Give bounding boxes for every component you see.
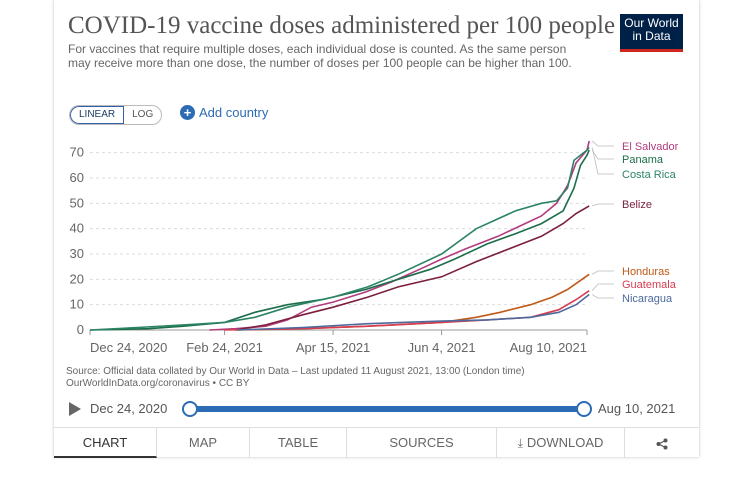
y-tick-label: 10 — [70, 297, 84, 312]
series-line — [237, 293, 590, 331]
series-label: El Salvador — [622, 141, 679, 153]
log-scale-button[interactable]: LOG — [132, 109, 154, 120]
tab-bar: CHART MAP TABLE SOURCES ⤓ DOWNLOAD — [54, 427, 699, 458]
source-line-2[interactable]: OurWorldInData.org/coronavirus • CC BY — [66, 378, 250, 389]
series-label: Guatemala — [622, 279, 677, 291]
owid-logo[interactable]: Our World in Data — [620, 14, 683, 52]
logo-line2: in Data — [632, 29, 671, 43]
tab-table[interactable]: TABLE — [250, 428, 347, 458]
label-connector — [591, 140, 614, 147]
label-connector — [591, 283, 614, 291]
y-tick-label: 60 — [70, 170, 84, 185]
chart-title: COVID-19 vaccine doses administered per … — [68, 12, 616, 39]
y-tick-label: 0 — [77, 322, 84, 337]
label-connector — [592, 203, 614, 207]
series-label: Costa Rica — [622, 169, 677, 181]
logo-line1: Our World — [624, 16, 679, 30]
add-country-label: Add country — [199, 105, 269, 120]
tab-chart[interactable]: CHART — [54, 428, 157, 458]
series-line — [89, 149, 590, 331]
add-country-button[interactable]: + Add country — [180, 105, 268, 120]
scale-toggle: LINEAR LOG — [69, 105, 163, 125]
x-tick-label: Jun 4, 2021 — [408, 340, 476, 355]
linear-scale-button[interactable]: LINEAR — [70, 106, 125, 124]
x-tick-label: Apr 15, 2021 — [296, 340, 370, 355]
source-line-1: Source: Official data collated by Our Wo… — [66, 366, 525, 377]
tab-sources[interactable]: SOURCES — [347, 428, 497, 458]
play-icon[interactable] — [69, 402, 81, 416]
label-connector — [591, 147, 614, 175]
timeline-end-handle[interactable] — [576, 401, 592, 417]
download-label: DOWNLOAD — [526, 435, 604, 450]
label-connector — [591, 270, 614, 275]
y-tick-label: 30 — [70, 246, 84, 261]
chart-card: COVID-19 vaccine doses administered per … — [54, 0, 699, 458]
tab-map[interactable]: MAP — [157, 428, 250, 458]
y-tick-label: 70 — [70, 145, 84, 160]
y-tick-label: 40 — [70, 221, 84, 236]
series-label: Honduras — [622, 266, 670, 278]
timeline-start-handle[interactable] — [182, 401, 198, 417]
timeline-start-label: Dec 24, 2020 — [90, 401, 168, 416]
label-connector — [591, 149, 614, 160]
series-label: Nicaragua — [622, 293, 673, 305]
line-chart: 0 10 20 30 40 50 60 70 Dec 24, 2020 Feb 24, 2021 A… — [70, 140, 679, 355]
x-tick-label: Aug 10, 2021 — [510, 340, 587, 355]
series-label: Panama — [622, 154, 664, 166]
timeline-end-label: Aug 10, 2021 — [598, 401, 676, 416]
series-line — [235, 205, 590, 331]
x-tick-label: Feb 24, 2021 — [186, 340, 263, 355]
y-tick-label: 50 — [70, 195, 84, 210]
tab-download[interactable]: ⤓ DOWNLOAD — [497, 428, 625, 458]
series-line — [89, 147, 590, 331]
source-note: Source: Official data collated by Our Wo… — [66, 366, 626, 390]
download-icon: ⤓ — [517, 436, 523, 450]
x-tick-label: Dec 24, 2020 — [90, 340, 167, 355]
share-icon — [656, 438, 668, 450]
timeline-track[interactable] — [188, 406, 584, 412]
plus-icon: + — [180, 105, 195, 120]
label-connector — [591, 294, 614, 299]
series-label: Belize — [622, 199, 652, 211]
chart-subtitle: For vaccines that require multiple doses… — [68, 42, 572, 70]
y-tick-label: 20 — [70, 271, 84, 286]
timeline: Dec 24, 2020 Aug 10, 2021 — [54, 398, 699, 422]
series-line — [209, 140, 590, 331]
share-button[interactable] — [625, 428, 699, 458]
